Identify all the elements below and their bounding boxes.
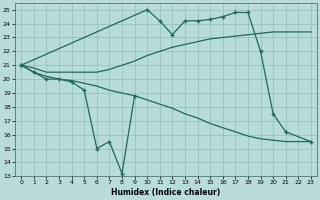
X-axis label: Humidex (Indice chaleur): Humidex (Indice chaleur) [111,188,221,197]
